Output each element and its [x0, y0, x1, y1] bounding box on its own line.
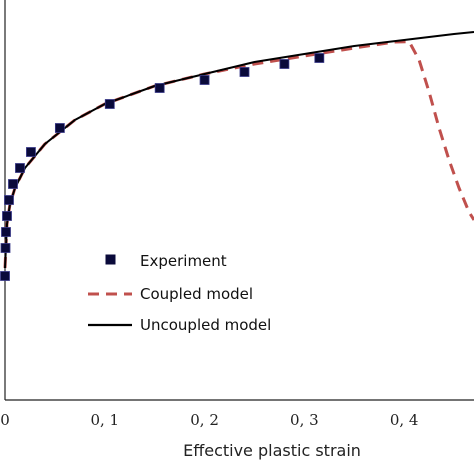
legend-label-uncoupled: Uncoupled model: [140, 316, 271, 334]
coupled-model-line: [3, 40, 474, 269]
experiment-point: [199, 75, 210, 85]
experiment-markers: [0, 53, 325, 281]
experiment-point: [154, 83, 165, 93]
x-tick-label: 0, 4: [390, 411, 419, 429]
experiment-point: [2, 211, 12, 221]
x-tick-label: 0, 3: [290, 411, 319, 429]
x-ticks: 0 0, 1 0, 2 0, 3 0, 4: [0, 411, 418, 429]
experiment-point: [8, 179, 18, 189]
series-lines: [3, 31, 474, 269]
x-axis-title: Effective plastic strain: [183, 441, 361, 460]
experiment-point: [0, 271, 10, 281]
x-tick-label: 0, 2: [190, 411, 219, 429]
experiment-point: [1, 227, 11, 237]
experiment-point: [4, 195, 14, 205]
experiment-point: [239, 67, 250, 77]
x-tick-label: 0: [0, 411, 10, 429]
legend-marker-experiment: [105, 254, 116, 265]
experiment-point: [26, 147, 36, 157]
experiment-point: [314, 53, 325, 63]
experiment-point: [279, 59, 290, 69]
experiment-point: [15, 163, 25, 173]
experiment-point: [54, 123, 65, 133]
legend-label-experiment: Experiment: [140, 252, 227, 270]
experiment-point: [0, 243, 11, 253]
legend-label-coupled: Coupled model: [140, 285, 253, 303]
experiment-point: [104, 99, 115, 109]
x-tick-label: 0, 1: [90, 411, 119, 429]
legend: Experiment Coupled model Uncoupled model: [88, 252, 271, 334]
